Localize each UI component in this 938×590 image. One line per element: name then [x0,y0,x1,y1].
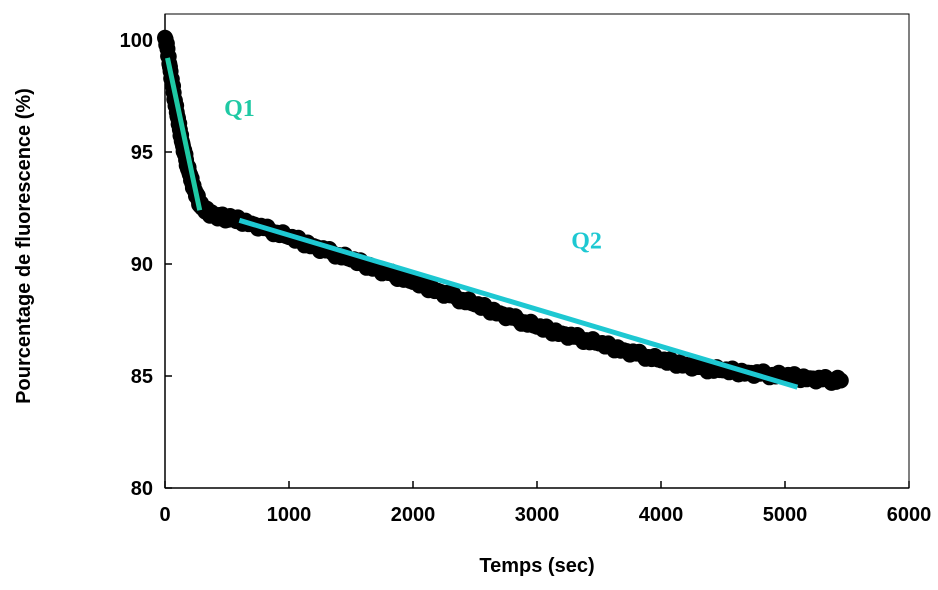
annotation-q1: Q1 [224,96,255,122]
x-tick-label: 1000 [267,504,312,526]
data-points [157,29,849,391]
x-tick-label: 3000 [515,504,560,526]
annotations: Q1 Q2 [224,96,602,254]
y-tick-label: 90 [131,254,153,276]
data-point [832,372,849,389]
x-tick-label: 2000 [391,504,436,526]
y-tick-label: 85 [131,366,153,388]
y-tick-label: 95 [131,142,153,164]
x-tick-label: 6000 [887,504,932,526]
plot-frame [164,13,910,489]
y-tick-label: 80 [131,478,153,500]
fit-line-q2 [238,217,799,390]
x-tick-label: 5000 [763,504,808,526]
annotation-q2: Q2 [571,228,602,254]
x-tick-label: 0 [159,504,170,526]
x-tick-label: 4000 [639,504,684,526]
fit-lines [165,57,799,390]
y-axis-title: Pourcentage de fluorescence (%) [13,88,35,404]
x-axis-title: Temps (sec) [479,555,594,577]
fit-line-q1 [165,57,203,211]
x-axis-ticks: 0 1000 2000 3000 4000 5000 6000 [159,481,931,526]
y-axis-ticks: 80 85 90 95 100 [120,30,172,500]
y-tick-label: 100 [120,30,153,52]
